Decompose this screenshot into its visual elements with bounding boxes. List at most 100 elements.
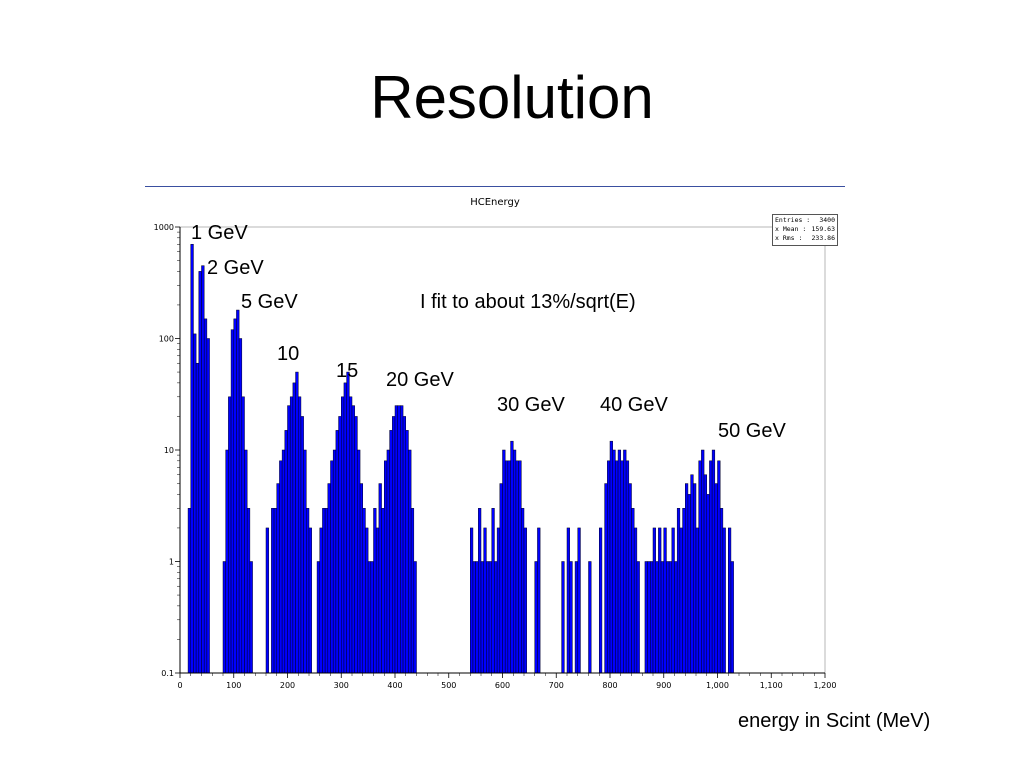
histogram-bar (365, 527, 369, 674)
histogram-bar (668, 561, 673, 674)
annotation-40gev: 40 GeV (600, 394, 668, 416)
histogram-bar (384, 460, 388, 674)
histogram-bar (515, 460, 519, 674)
y-tick-label: 10 (164, 446, 174, 455)
histogram-bar (652, 527, 656, 674)
histogram-bar (381, 508, 385, 674)
histogram-bar (513, 449, 517, 674)
histogram-bar (658, 527, 662, 674)
histogram-bar (349, 396, 353, 674)
x-tick-label: 900 (656, 681, 671, 690)
histogram-bar (620, 460, 624, 674)
histogram-bar (478, 508, 482, 674)
histogram-bar (628, 483, 632, 674)
histogram-bar (327, 483, 331, 674)
stats-entries-value: 3400 (819, 216, 835, 224)
histogram-bar (330, 460, 334, 674)
histogram-bar (230, 329, 234, 674)
histogram-bar (375, 527, 380, 674)
annotation-50gev: 50 GeV (718, 420, 786, 442)
histogram-bar (300, 416, 304, 674)
histogram-bar (494, 561, 498, 674)
histogram-bar (187, 508, 191, 674)
histogram-bar (332, 449, 337, 674)
annotation-5gev: 5 GeV (241, 291, 298, 313)
histogram-bar (236, 309, 240, 674)
x-tick-label: 200 (280, 681, 295, 690)
x-tick-label: 1,000 (706, 681, 729, 690)
histogram-bar (569, 561, 573, 674)
histogram-bar (206, 338, 210, 674)
y-tick-label: 100 (159, 335, 174, 344)
x-tick-label: 800 (602, 681, 617, 690)
histogram-bar (295, 371, 299, 674)
annotation-1gev: 1 GeV (191, 222, 248, 244)
histogram-bar (633, 527, 638, 674)
histogram-bar (537, 527, 541, 674)
stats-mean-label: x Mean : (775, 225, 807, 233)
histogram-bar (306, 508, 310, 674)
x-tick-label: 1,100 (760, 681, 783, 690)
histogram-bar (289, 396, 294, 674)
histogram-bar (690, 474, 694, 674)
histogram-bar (265, 527, 269, 674)
histogram-bar (472, 561, 476, 674)
x-tick-label: 100 (226, 681, 241, 690)
histogram-title: HCEnergy (470, 197, 520, 208)
stats-entries-row: Entries : 3400 (775, 216, 835, 225)
histogram-bar (284, 430, 288, 674)
histogram-bar (504, 460, 509, 674)
histogram-bar (698, 460, 702, 674)
histogram-bar (222, 561, 226, 674)
histogram-bar (190, 244, 194, 674)
histogram-bar (488, 561, 492, 674)
histogram-bar (499, 483, 503, 674)
histogram-bar (682, 508, 686, 674)
annotation-15gev: 15 (336, 360, 359, 382)
histogram-bar (246, 508, 251, 674)
histogram-bar (367, 561, 372, 674)
histogram-bar (655, 561, 659, 674)
histogram-bar (405, 430, 409, 674)
y-tick-label: 0.1 (161, 669, 174, 678)
annotation-2gev: 2 GeV (207, 257, 264, 279)
histogram-bar (271, 508, 275, 674)
histogram-bar (607, 460, 611, 674)
histogram-bar (198, 271, 202, 674)
y-tick-label: 1 (169, 558, 174, 567)
histogram-bar (400, 405, 404, 674)
x-tick-label: 1,200 (814, 681, 837, 690)
histogram-bar (625, 460, 630, 674)
histogram-bar (703, 474, 707, 674)
histogram-bar (201, 265, 205, 674)
stats-rms-row: x Rms : 233.86 (775, 234, 835, 243)
histogram-bar (244, 449, 248, 674)
annotation-10gev: 10 (277, 343, 300, 365)
histogram-bar (636, 561, 640, 674)
histogram-bar (362, 508, 366, 674)
histogram-bar (687, 494, 691, 674)
histogram-bar (722, 527, 726, 674)
histogram-bar (241, 396, 245, 674)
histogram-bar (341, 396, 345, 674)
histogram-bar (389, 430, 393, 674)
stats-mean-value: 159.63 (811, 225, 835, 233)
histogram-bar (717, 460, 721, 674)
histogram-bar (609, 440, 613, 674)
histogram-bar (566, 527, 570, 674)
histogram-bar (685, 483, 689, 674)
histogram-bar (343, 382, 347, 674)
histogram-bar (354, 416, 358, 674)
histogram-bar (523, 527, 527, 674)
histogram-bar (408, 449, 412, 674)
histogram-bar (574, 561, 578, 674)
histogram-bar (238, 338, 243, 674)
histogram-bar (316, 561, 320, 674)
histogram-bar (693, 483, 697, 674)
histogram-bar (370, 561, 374, 674)
histogram-bar (631, 508, 635, 674)
histogram-bar (486, 561, 490, 674)
y-tick-label: 1000 (154, 223, 174, 232)
histogram-bar (338, 416, 342, 674)
histogram-bar (561, 561, 565, 674)
